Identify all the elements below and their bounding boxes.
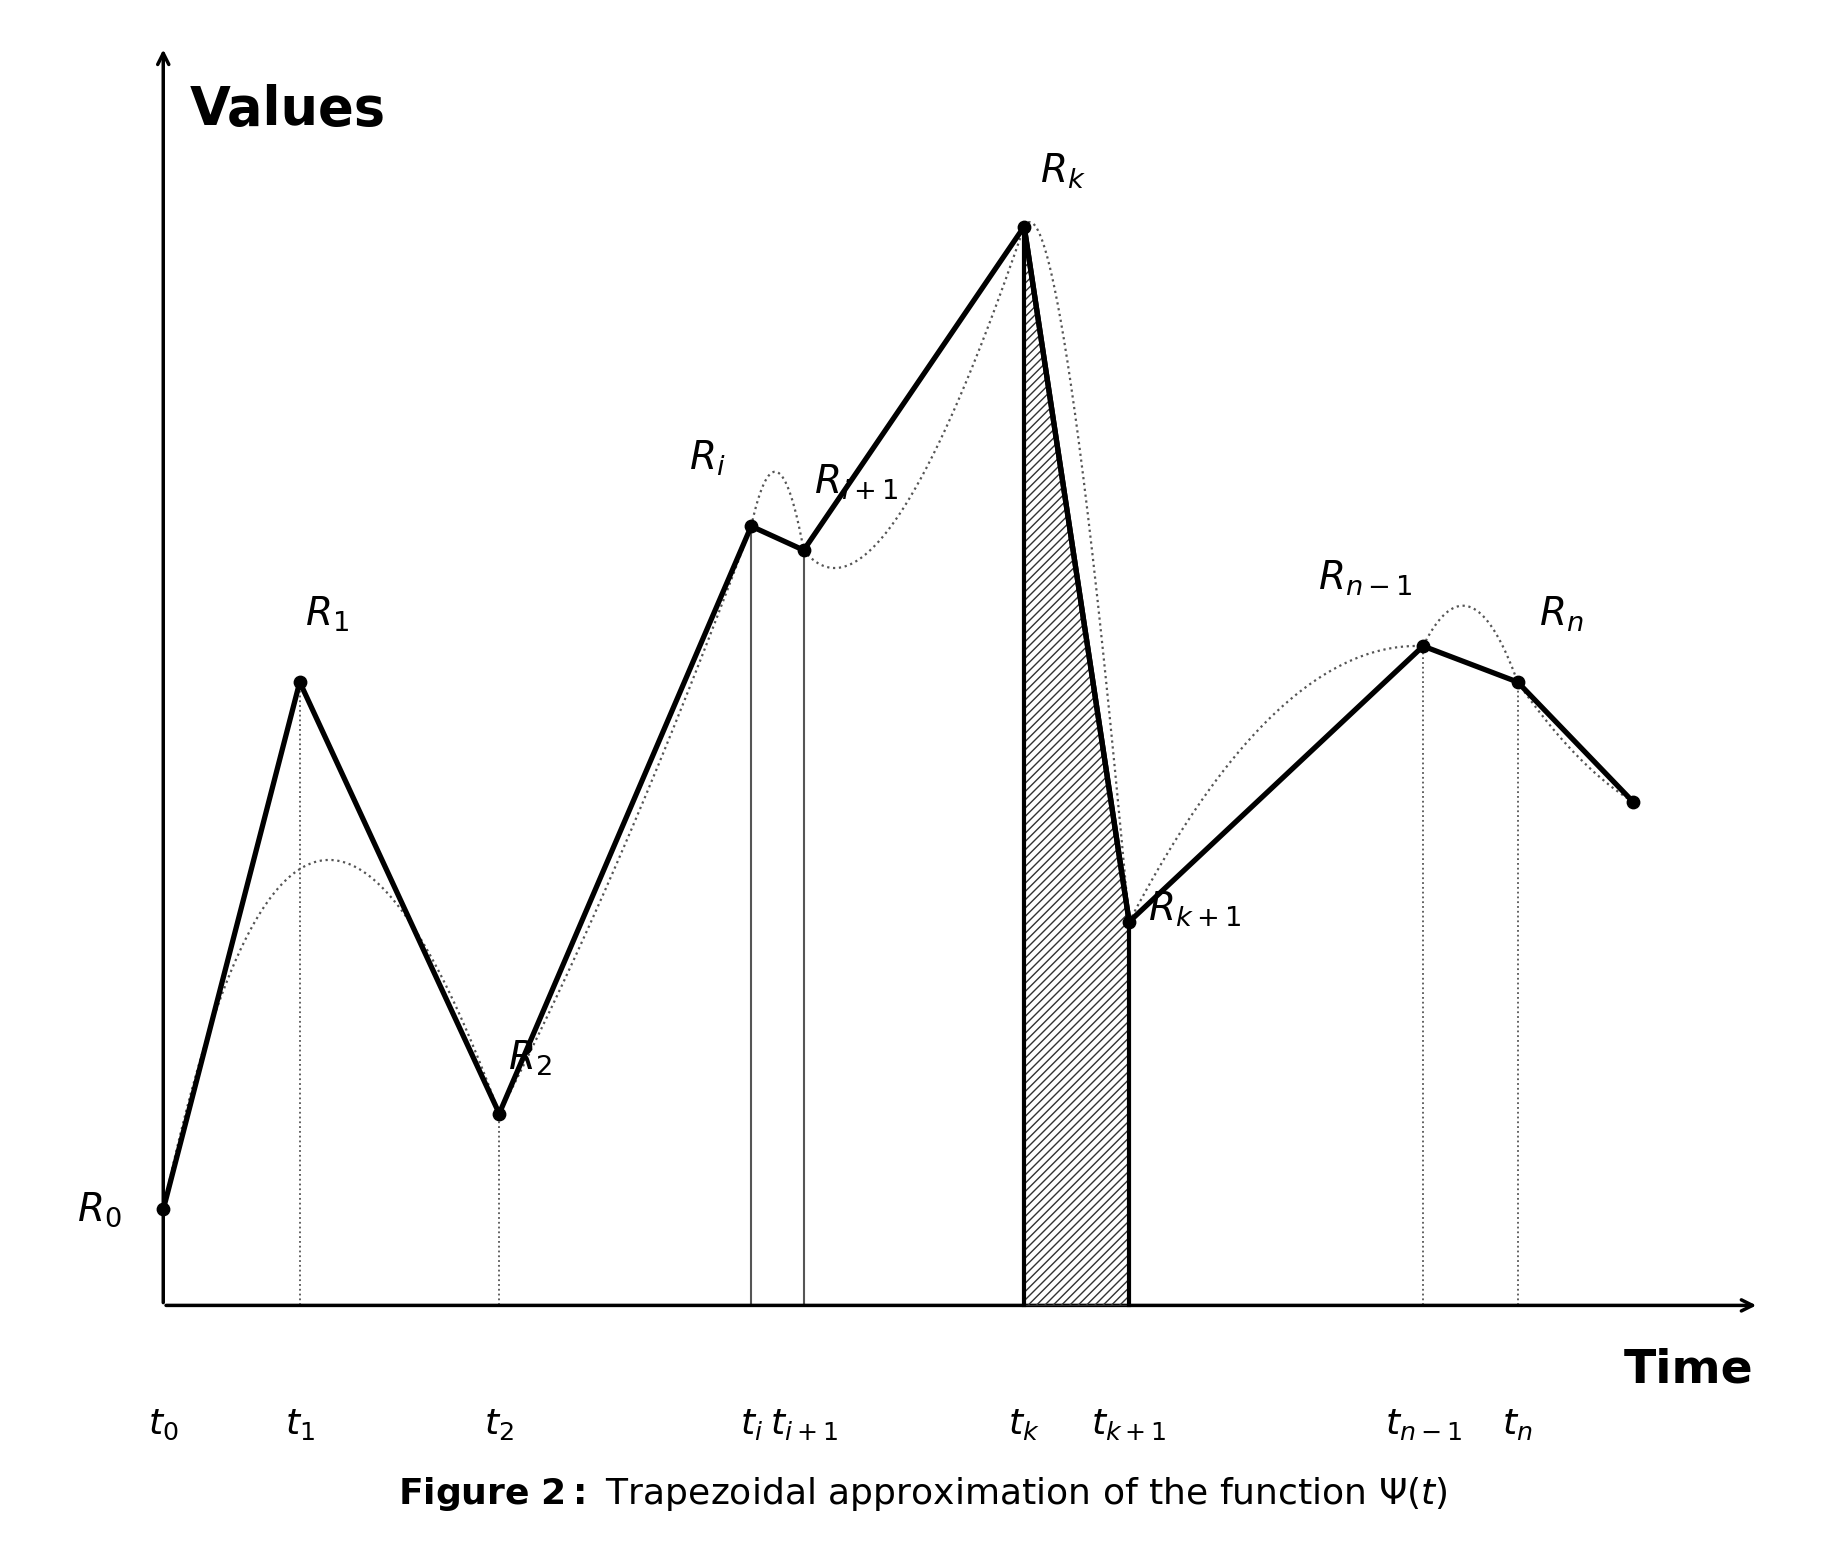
Text: $t_0$: $t_0$ (148, 1408, 179, 1442)
Text: $t_k$: $t_k$ (1008, 1408, 1039, 1442)
Text: $R_1$: $R_1$ (305, 595, 349, 634)
Text: $R_2$: $R_2$ (508, 1039, 552, 1077)
Text: $R_{i+1}$: $R_{i+1}$ (814, 462, 899, 503)
Text: Values: Values (190, 84, 386, 137)
Text: $t_n$: $t_n$ (1503, 1408, 1532, 1442)
Point (148, 1197, 177, 1222)
Point (1619, 789, 1648, 814)
Text: $R_n$: $R_n$ (1538, 595, 1584, 634)
Text: $R_i$: $R_i$ (689, 439, 725, 478)
Point (788, 537, 818, 562)
Text: $t_{i+1}$: $t_{i+1}$ (770, 1408, 838, 1442)
Text: $t_{k+1}$: $t_{k+1}$ (1091, 1408, 1167, 1442)
Point (484, 1101, 513, 1126)
Text: $\mathbf{Figure\ 2:}$ Trapezoidal approximation of the function $\Psi(t)$: $\mathbf{Figure\ 2:}$ Trapezoidal approx… (399, 1476, 1447, 1513)
Text: $t_2$: $t_2$ (484, 1408, 515, 1442)
Text: $t_1$: $t_1$ (284, 1408, 314, 1442)
Point (1408, 634, 1438, 659)
Text: $R_{k+1}$: $R_{k+1}$ (1148, 891, 1241, 930)
Text: $R_k$: $R_k$ (1039, 151, 1085, 190)
Point (737, 514, 766, 539)
Point (1010, 213, 1039, 238)
Text: $t_{n-1}$: $t_{n-1}$ (1384, 1408, 1462, 1442)
Text: $t_i$: $t_i$ (740, 1408, 762, 1442)
Text: Time: Time (1624, 1347, 1754, 1392)
Text: $R_{n-1}$: $R_{n-1}$ (1318, 559, 1412, 598)
Point (1115, 909, 1145, 934)
Point (284, 670, 314, 694)
Text: $R_0$: $R_0$ (78, 1190, 122, 1228)
Point (1503, 670, 1532, 694)
